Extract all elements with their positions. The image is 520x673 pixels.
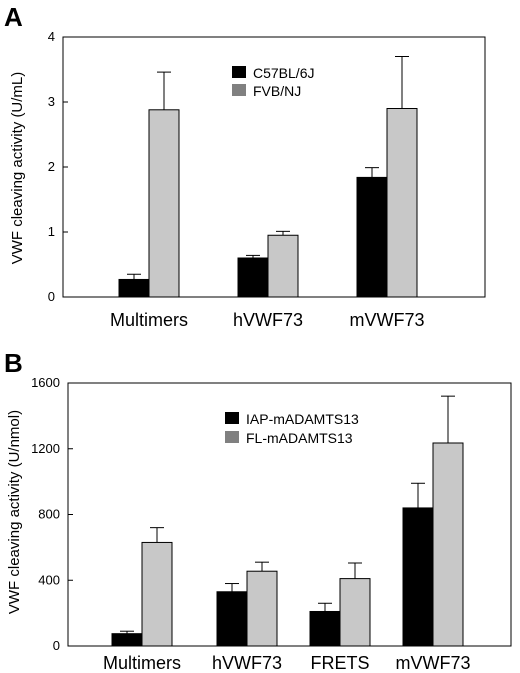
panel-a-y-tick-label: 0 xyxy=(48,289,55,304)
panel-b-category-label: hVWF73 xyxy=(212,653,282,673)
panel-b-bar-2-3 xyxy=(339,578,371,647)
panel-b-bar-2-2 xyxy=(246,570,278,647)
panel-a-y-tick-label: 3 xyxy=(48,94,55,109)
panel-b-category-label: FRETS xyxy=(310,653,369,673)
panel-a-y-axis-label: VWF cleaving activity (U/mL) xyxy=(9,72,26,265)
panel-a-bar-2-3 xyxy=(386,108,418,298)
panel-a-y-ticks: 0 1 2 3 4 xyxy=(48,29,68,304)
panel-b-legend-label-1: IAP-mADAMTS13 xyxy=(246,411,359,427)
panel-b-y-tick-label: 1200 xyxy=(31,441,60,456)
panel-b-y-tick-label: 1600 xyxy=(31,375,60,390)
panel-a: A VWF cleaving activity (U/mL) 0 1 2 3 4 Mul… xyxy=(4,2,486,330)
panel-b-category-label: Multimers xyxy=(103,653,181,673)
panel-a-legend-label-2: FVB/NJ xyxy=(253,83,301,99)
panel-a-category-label: Multimers xyxy=(110,310,188,330)
panel-b-bar-1-1 xyxy=(111,633,143,647)
panel-b-bar-1-4 xyxy=(402,507,434,647)
panel-b: B VWF cleaving activity (U/nmol) 0 400 800… xyxy=(4,348,512,673)
panel-b-category-labels: Multimers hVWF73 FRETS mVWF73 xyxy=(103,653,471,673)
panel-b-bar-1-3 xyxy=(309,610,341,647)
panel-b-legend-label-2: FL-mADAMTS13 xyxy=(246,430,353,446)
panel-b-bar-2-1 xyxy=(141,541,173,647)
panel-a-legend-swatch-1 xyxy=(232,66,246,78)
panel-a-bar-2-1 xyxy=(148,109,180,298)
panel-a-legend-swatch-2 xyxy=(232,84,246,96)
panel-b-bar-2-4 xyxy=(432,442,464,647)
panel-a-letter: A xyxy=(4,2,23,32)
panel-a-y-tick-label: 2 xyxy=(48,159,55,174)
panel-a-bar-2-2 xyxy=(267,234,299,298)
panel-b-legend: IAP-mADAMTS13 FL-mADAMTS13 xyxy=(225,411,359,446)
panel-b-legend-swatch-1 xyxy=(225,412,239,424)
panel-b-y-tick-label: 0 xyxy=(53,638,60,653)
panel-b-bars xyxy=(111,395,464,647)
panel-b-legend-swatch-2 xyxy=(225,431,239,443)
panel-a-category-label: mVWF73 xyxy=(349,310,424,330)
panel-a-bar-1-2 xyxy=(237,257,269,298)
panel-a-category-labels: Multimers hVWF73 mVWF73 xyxy=(110,310,425,330)
panel-b-y-ticks: 0 400 800 1200 1600 xyxy=(31,375,73,653)
panel-a-bar-1-1 xyxy=(118,278,150,298)
panel-a-legend: C57BL/6J FVB/NJ xyxy=(232,65,314,99)
panel-a-bars xyxy=(118,56,418,298)
panel-b-category-label: mVWF73 xyxy=(395,653,470,673)
panel-a-category-label: hVWF73 xyxy=(233,310,303,330)
panel-b-y-tick-label: 800 xyxy=(38,507,60,522)
panel-a-y-tick-label: 1 xyxy=(48,224,55,239)
panel-a-bar-1-3 xyxy=(356,176,388,298)
panel-a-y-tick-label: 4 xyxy=(48,29,55,44)
panel-b-bar-1-2 xyxy=(216,591,248,647)
panel-b-y-tick-label: 400 xyxy=(38,572,60,587)
panel-b-letter: B xyxy=(4,348,23,378)
panel-a-legend-label-1: C57BL/6J xyxy=(253,65,314,81)
panel-b-y-axis-label: VWF cleaving activity (U/nmol) xyxy=(6,410,23,614)
